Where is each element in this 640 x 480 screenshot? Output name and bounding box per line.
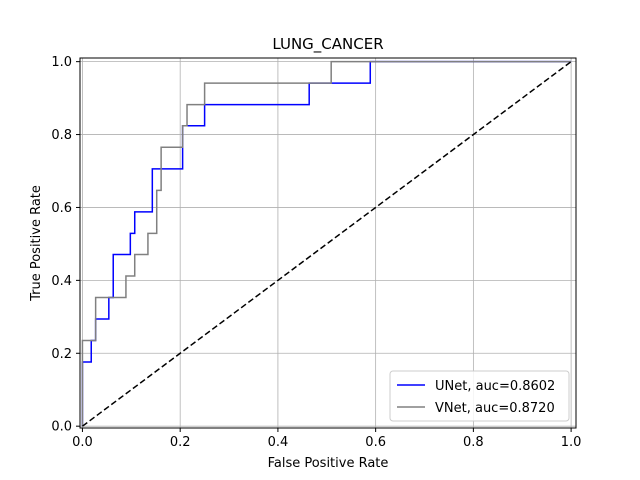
x-tick-label: 0.6: [365, 435, 386, 450]
y-tick-label: 0.4: [51, 274, 72, 289]
x-tick-label: 1.0: [561, 435, 582, 450]
chart-title: LUNG_CANCER: [272, 35, 383, 54]
legend-box: [389, 370, 570, 422]
x-tick-label: 0.0: [72, 435, 93, 450]
y-tick-label: 0.0: [51, 420, 72, 435]
axis-ticks: 0.0 0.2 0.4 0.6 0.8 1.0 0.0 0.2 0.4 0.6 0.8 1.0: [51, 55, 581, 450]
x-tick-label: 0.8: [463, 435, 484, 450]
legend: UNet, auc=0.8602 VNet, auc=0.8720: [389, 370, 570, 422]
y-tick-label: 0.6: [51, 201, 72, 216]
y-tick-label: 0.8: [51, 128, 72, 143]
series-line-vnet: [81, 60, 572, 427]
series-lines: [81, 60, 572, 427]
legend-label-unet: UNet, auc=0.8602: [435, 379, 555, 394]
y-axis-label: True Positive Rate: [29, 185, 44, 302]
y-tick-label: 0.2: [51, 347, 72, 362]
y-tick-label: 1.0: [51, 55, 72, 70]
diagonal-reference: [81, 61, 572, 427]
x-axis-label: False Positive Rate: [268, 456, 389, 471]
plot-frame: [79, 57, 577, 429]
x-tick-label: 0.4: [268, 435, 289, 450]
legend-label-vnet: VNet, auc=0.8720: [435, 401, 555, 416]
grid-lines: [80, 58, 576, 428]
x-tick-label: 0.2: [170, 435, 191, 450]
diagonal-line: [81, 61, 572, 427]
